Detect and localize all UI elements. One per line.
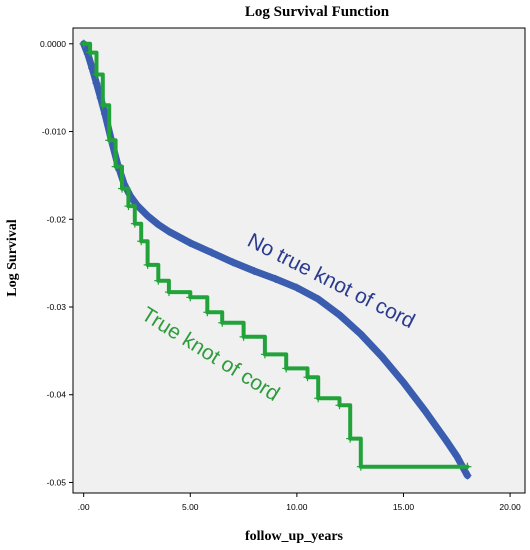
series-1-point xyxy=(124,202,133,211)
series-1-point xyxy=(130,219,139,228)
series-1-point xyxy=(346,434,355,443)
series-0-point xyxy=(164,227,173,236)
series-1-point xyxy=(282,364,291,373)
series-1-point xyxy=(314,394,323,403)
series-0-point xyxy=(250,267,259,276)
series-1-point xyxy=(105,136,114,145)
x-tick-label: 15.00 xyxy=(393,502,415,512)
series-0-point xyxy=(186,238,195,247)
series-0-point xyxy=(420,406,429,415)
series-layer xyxy=(79,39,472,480)
series-1-point xyxy=(203,308,212,317)
series-1-point xyxy=(356,462,365,471)
x-tick-label: .00 xyxy=(78,502,90,512)
x-tick-label: 5.00 xyxy=(182,502,199,512)
series-1-point xyxy=(79,39,88,48)
series-0-point xyxy=(399,378,408,387)
x-axis-ticks: .00 5.00 10.00 15.00 20.00 xyxy=(78,493,521,512)
y-axis-ticks: 0.0000 -0.010 -0.02 -0.03 -0.04 -0.05 xyxy=(40,39,73,487)
series-1-point xyxy=(186,293,195,302)
series-0-point xyxy=(92,79,101,88)
series-0-point xyxy=(442,436,451,445)
series-0-point xyxy=(356,330,365,339)
series-line-1 xyxy=(81,41,470,469)
series-1-point xyxy=(137,237,146,246)
y-tick-label: 0.0000 xyxy=(40,39,66,49)
series-1-point xyxy=(260,350,269,359)
series-1-point xyxy=(98,101,107,110)
y-tick-label: -0.010 xyxy=(42,127,66,137)
series-0-point xyxy=(154,220,163,229)
series-1-point xyxy=(111,162,120,171)
series-1-point xyxy=(154,276,163,285)
y-tick-label: -0.05 xyxy=(47,477,67,487)
y-tick-label: -0.02 xyxy=(47,214,67,224)
x-axis-title: follow_up_years xyxy=(245,529,344,544)
series-1-point xyxy=(463,462,472,471)
x-tick-label: 20.00 xyxy=(499,502,521,512)
series-1-point xyxy=(218,318,227,327)
series-0-point xyxy=(452,452,461,461)
series-1-point xyxy=(335,401,344,410)
series-1-point xyxy=(118,184,127,193)
series-0-point xyxy=(143,211,152,220)
series-0-point xyxy=(378,353,387,362)
series-0-point xyxy=(314,295,323,304)
series-1-point xyxy=(86,48,95,57)
series-0-point xyxy=(463,471,472,480)
series-1-point xyxy=(239,332,248,341)
series-1-point xyxy=(143,260,152,269)
series-1-point xyxy=(164,288,173,297)
series-0-point xyxy=(335,310,344,319)
series-1-point xyxy=(303,373,312,382)
y-axis-title: Log Survival xyxy=(5,219,20,297)
series-0-point xyxy=(228,258,237,267)
x-tick-label: 10.00 xyxy=(286,502,308,512)
chart-title: Log Survival Function xyxy=(245,4,390,20)
series-0-point xyxy=(207,248,216,257)
series-1-point xyxy=(92,70,101,79)
series-0-point xyxy=(271,274,280,283)
series-0-point xyxy=(292,283,301,292)
y-tick-label: -0.03 xyxy=(47,302,67,312)
y-tick-label: -0.04 xyxy=(47,390,67,400)
